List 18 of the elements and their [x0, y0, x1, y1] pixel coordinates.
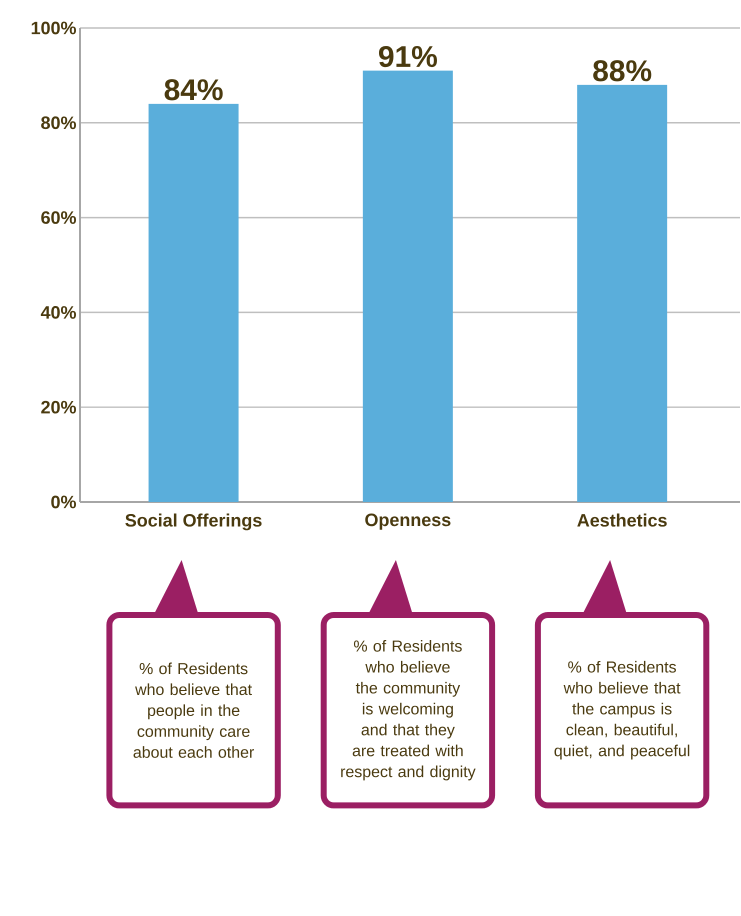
data-label: 84% [164, 79, 223, 100]
y-tick-label: 100% [32, 22, 76, 34]
text: % of Residents who believe the community is welcoming and that they are treated with respect and dignity [341, 640, 476, 780]
x-tick-label: Social Offerings [125, 514, 262, 530]
bar [362, 70, 453, 502]
x-tick-label: Aesthetics [577, 514, 667, 527]
y-tick-label: 20% [41, 400, 76, 414]
y-tick-label: 0% [51, 496, 76, 508]
data-label: 91% [378, 46, 437, 68]
bar [577, 84, 668, 502]
data-label: 88% [593, 60, 652, 82]
text: % of Residents who believe that the campus is clean, beautiful, quiet, and peaceful [554, 660, 690, 760]
y-tick-label: 40% [40, 306, 76, 319]
y-tick-label: 60% [41, 211, 76, 224]
text: % of Residents who believe that people in the community care about each other [134, 662, 254, 758]
bar [148, 104, 239, 502]
x-tick-label: Openness [365, 514, 450, 530]
y-tick-label: 80% [41, 116, 76, 130]
